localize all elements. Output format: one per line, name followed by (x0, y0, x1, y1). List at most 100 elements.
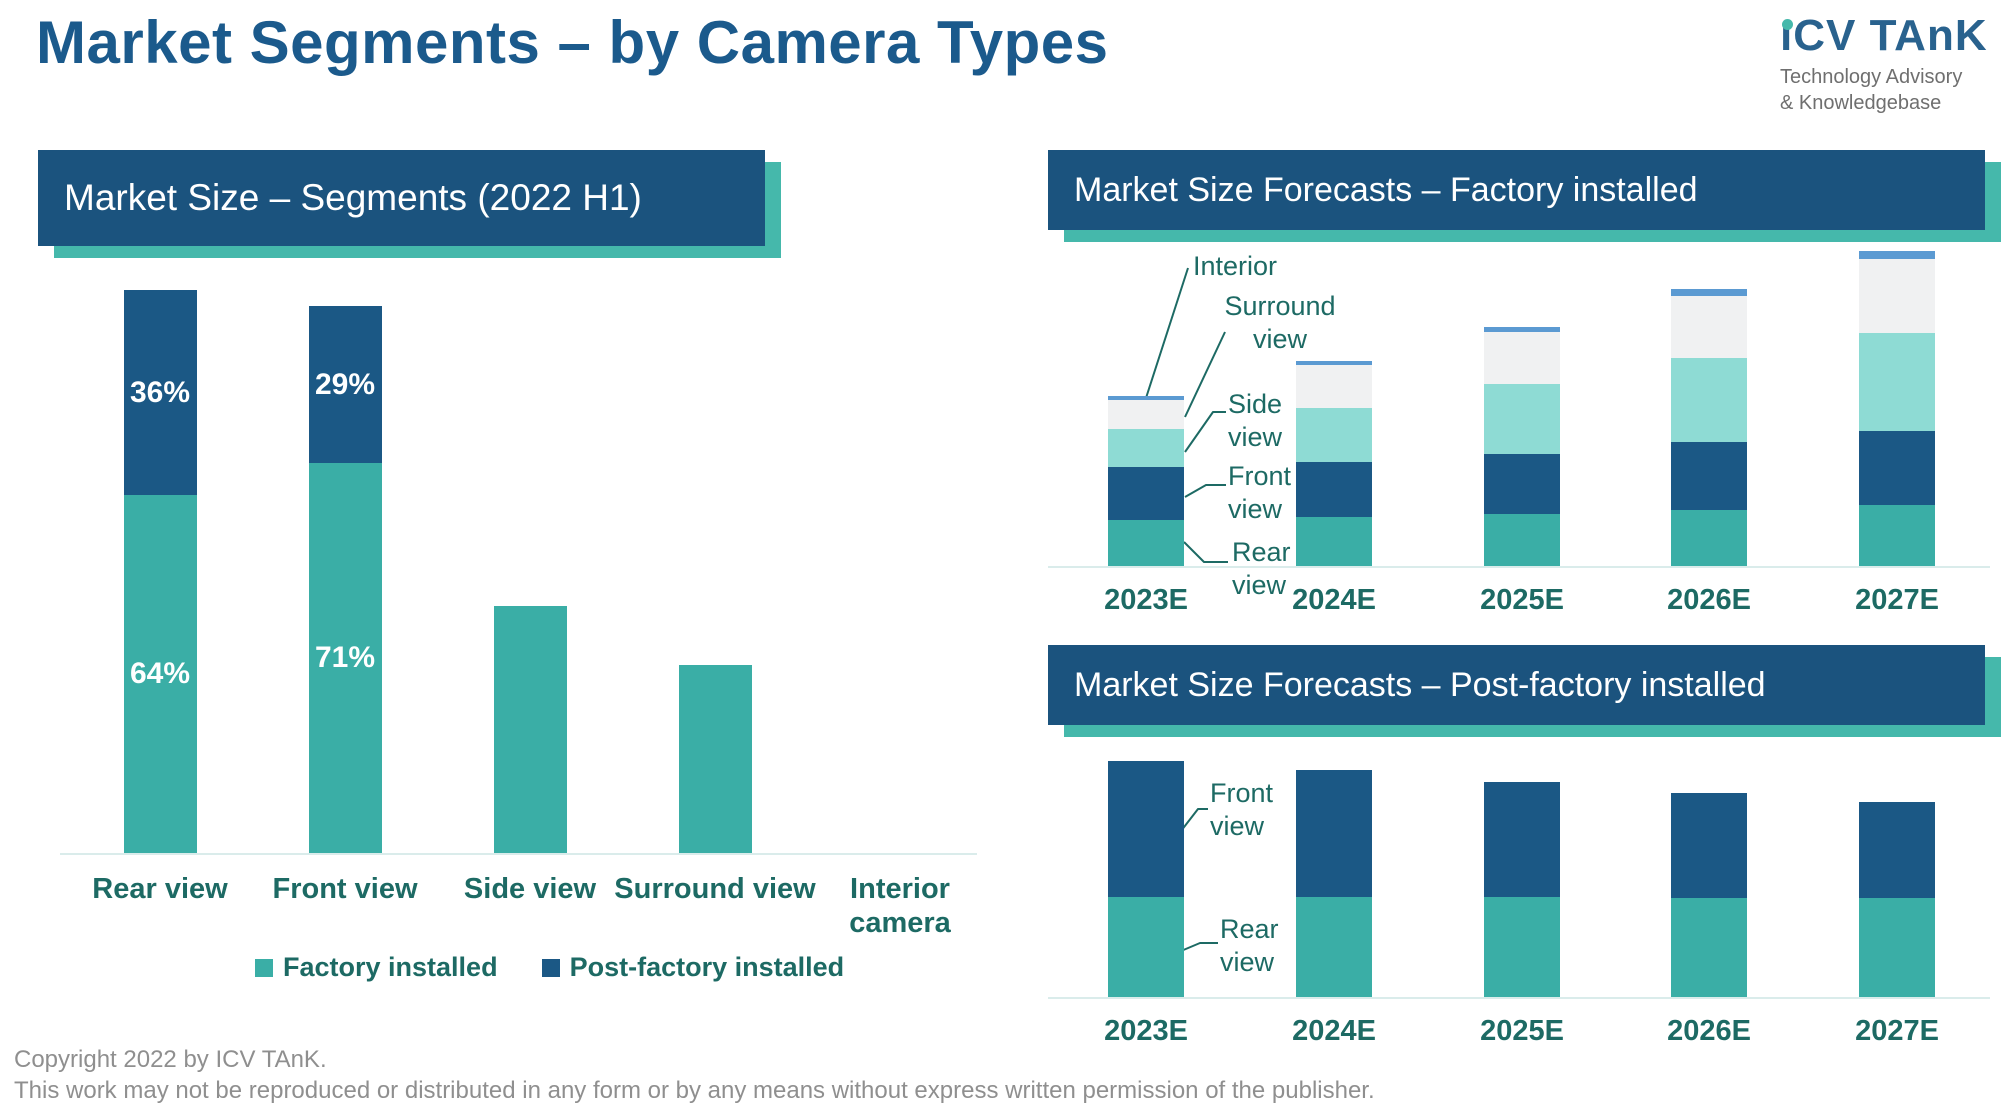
logo-brand-text: ıCV TAnK (1780, 11, 1988, 60)
bar-segment-front-view-2026e (1671, 793, 1747, 898)
category-label-2024e: 2024E (1292, 584, 1376, 616)
forecast-post-factory-plot: Front view Rear view 2023E 2024E 2025E 2026… (1048, 755, 1990, 1047)
category-label-2026e: 2026E (1667, 584, 1751, 616)
logo: ıCV TAnK Technology Advisory & Knowledge… (1780, 12, 2000, 116)
logo-brand: ıCV TAnK (1780, 12, 2000, 60)
bar-segment-interior-2023e (1108, 396, 1184, 400)
category-label-2025e: 2025E (1480, 1015, 1564, 1047)
logo-tagline: Technology Advisory & Knowledgebase (1780, 64, 2000, 116)
banner-title: Market Size – Segments (2022 H1) (64, 177, 642, 218)
leader-line-rear-view (1183, 541, 1228, 563)
category-label-side-view: Side view (463, 873, 597, 905)
bar-segment-surround-view-2024e (1296, 365, 1372, 408)
category-label-front-view: Front view (272, 873, 418, 905)
legend-label: Factory installed (283, 952, 498, 982)
bar-segment-factory-installed-side-view (493, 606, 567, 853)
bar-segment-rear-view-2027e (1859, 898, 1935, 997)
category-label-2025e: 2025E (1480, 584, 1564, 616)
category-label-2026e: 2026E (1667, 1015, 1751, 1047)
page-title: Market Segments – by Camera Types (36, 9, 1109, 76)
pct-label-post-factory-rear-view: 36% (129, 375, 191, 409)
series-label-rear-view: Rear view (1220, 914, 1279, 977)
category-label-2027e: 2027E (1855, 1015, 1939, 1047)
bar-segment-interior-2027e (1859, 251, 1935, 259)
leader-line-side-view (1184, 411, 1226, 453)
forecast-factory-plot: Interior Surround view Side view Front v… (1048, 240, 1990, 616)
leader-line-interior (1145, 267, 1189, 399)
footer: Copyright 2022 by ICV TAnK. This work ma… (14, 1044, 1375, 1106)
logo-i-dot (1782, 19, 1793, 30)
series-label-front-view: Front view (1210, 778, 1274, 841)
pct-label-factory-front-view: 71% (314, 641, 376, 674)
pct-label-factory-rear-view: 64% (129, 657, 191, 690)
legend-label: Post-factory installed (569, 952, 845, 982)
bar-segment-side-view-2023e (1108, 429, 1184, 467)
bar-segment-side-view-2026e (1671, 358, 1747, 442)
legend-item-post-factory-installed: Post-factory installed (541, 952, 845, 983)
series-label-front-view: Front view (1228, 461, 1292, 524)
banner-market-size-segments: Market Size – Segments (2022 H1) (38, 150, 765, 246)
series-label-surround-view: Surround view (1224, 291, 1336, 354)
bar-segment-front-view-2024e (1296, 770, 1372, 897)
bar-segment-surround-view-2026e (1671, 296, 1747, 358)
logo-tagline-line2: & Knowledgebase (1780, 92, 1942, 114)
category-label-interior-camera: Interior camera (849, 873, 951, 939)
bar-segment-side-view-2027e (1859, 333, 1935, 431)
leader-line-front-view (1184, 484, 1226, 498)
bar-segment-surround-view-2025e (1484, 332, 1560, 384)
category-label-2024e: 2024E (1292, 1015, 1376, 1047)
bar-segment-rear-view-2025e (1484, 897, 1560, 997)
logo-tagline-line1: Technology Advisory (1780, 66, 1963, 88)
category-label-2027e: 2027E (1855, 584, 1939, 616)
banner-title: Market Size Forecasts – Factory installe… (1074, 170, 1698, 209)
bar-segment-front-view-2025e (1484, 782, 1560, 897)
bar-segment-interior-2026e (1671, 289, 1747, 296)
bar-segment-surround-view-2027e (1859, 259, 1935, 333)
bar-segment-front-view-2025e (1484, 454, 1560, 514)
series-label-interior: Interior (1193, 251, 1278, 281)
banner-forecast-factory: Market Size Forecasts – Factory installe… (1048, 150, 1985, 230)
bar-segment-rear-view-2027e (1859, 505, 1935, 566)
bar-segment-factory-installed-rear-view (123, 495, 197, 853)
bar-segment-rear-view-2024e (1296, 517, 1372, 566)
category-label-2023e: 2023E (1104, 584, 1188, 616)
series-label-rear-view: Rear view (1232, 537, 1291, 600)
leader-line-rear-view (1180, 942, 1218, 952)
bar-segment-side-view-2024e (1296, 408, 1372, 462)
legend-swatch-factory (255, 958, 273, 977)
bar-segment-rear-view-2024e (1296, 897, 1372, 997)
category-label-rear-view: Rear view (92, 873, 228, 905)
bar-segment-rear-view-2025e (1484, 514, 1560, 566)
bar-segment-front-view-2027e (1859, 431, 1935, 505)
footer-copyright: Copyright 2022 by ICV TAnK. (14, 1046, 327, 1073)
legend-swatch-post-factory (541, 958, 560, 977)
bar-segment-front-view-2023e (1108, 761, 1184, 897)
pct-label-post-factory-front-view: 29% (314, 367, 376, 401)
bar-segment-post-factory-installed-front-view (308, 306, 382, 463)
legend: Factory installed Post-factory installed (255, 952, 844, 983)
bar-segment-rear-view-2026e (1671, 510, 1747, 566)
footer-disclaimer: This work may not be reproduced or distr… (14, 1077, 1375, 1104)
bar-segment-rear-view-2023e (1108, 897, 1184, 997)
bar-segment-factory-installed-front-view (308, 463, 382, 853)
category-label-surround-view: Surround view (614, 873, 816, 905)
bar-segment-surround-view-2023e (1108, 400, 1184, 429)
bar-segment-front-view-2027e (1859, 802, 1935, 898)
leader-line-front-view (1180, 808, 1208, 832)
bar-segment-front-view-2024e (1296, 462, 1372, 517)
banner-forecast-post-factory: Market Size Forecasts – Post-factory ins… (1048, 645, 1985, 725)
legend-item-factory-installed: Factory installed (255, 952, 498, 983)
bar-segment-front-view-2023e (1108, 467, 1184, 520)
segments-2022h1-plot: Rear view Front view Side view Surround vie… (60, 270, 977, 939)
category-label-2023e: 2023E (1104, 1015, 1188, 1047)
bar-segment-rear-view-2023e (1108, 520, 1184, 566)
banner-title: Market Size Forecasts – Post-factory ins… (1074, 665, 1766, 704)
bar-segment-side-view-2025e (1484, 384, 1560, 454)
bar-segment-front-view-2026e (1671, 442, 1747, 510)
bar-segment-post-factory-installed-rear-view (123, 290, 197, 495)
bar-segment-interior-2024e (1296, 361, 1372, 365)
bar-segment-rear-view-2026e (1671, 898, 1747, 997)
bar-segment-interior-2025e (1484, 327, 1560, 332)
bar-segment-factory-installed-surround-view (678, 665, 752, 853)
